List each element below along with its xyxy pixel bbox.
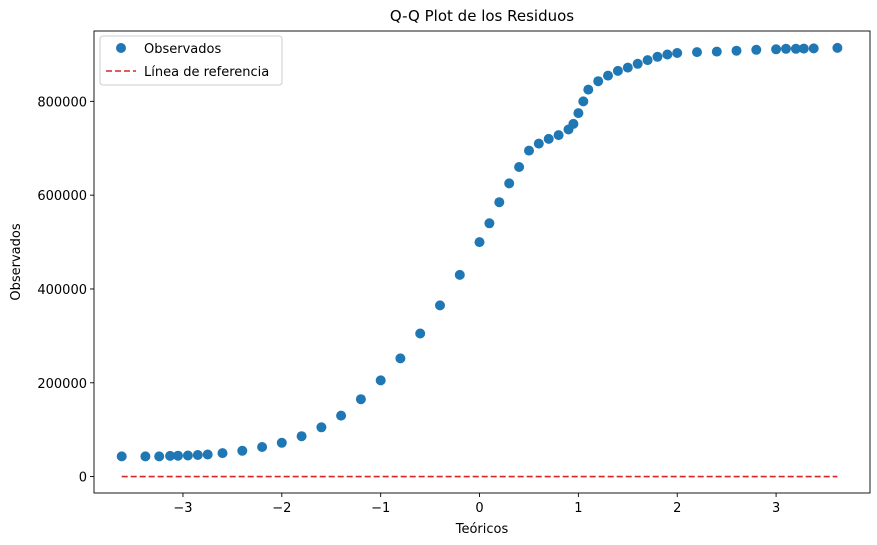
data-point <box>202 449 213 460</box>
y-tick-label: 600000 <box>37 189 87 204</box>
data-point <box>771 44 782 55</box>
data-point <box>790 43 801 54</box>
data-point <box>593 76 604 87</box>
plot-area <box>116 42 843 478</box>
data-point <box>711 46 722 57</box>
legend-label-observados: Observados <box>144 42 221 57</box>
data-point <box>583 84 594 95</box>
legend-label-referencia: Línea de referencia <box>144 65 269 80</box>
axes-frame <box>93 30 871 494</box>
data-point <box>622 62 633 73</box>
data-point <box>140 451 151 462</box>
data-point <box>415 328 426 339</box>
data-point <box>832 42 843 53</box>
data-point <box>504 178 515 189</box>
x-axis: −3 −2 −1 0 1 2 3 <box>173 493 780 516</box>
legend-box <box>99 35 283 86</box>
data-point <box>578 96 589 107</box>
data-point <box>652 51 663 62</box>
data-point <box>116 451 127 462</box>
y-tick-label: 200000 <box>37 377 87 392</box>
data-point <box>662 49 673 60</box>
x-tick-label: 1 <box>574 501 582 516</box>
data-point <box>165 450 176 461</box>
y-tick-label: 800000 <box>37 95 87 110</box>
data-point <box>454 269 465 280</box>
data-point <box>173 450 183 461</box>
x-axis-label: Teóricos <box>455 522 509 537</box>
x-tick-label: −3 <box>173 501 192 516</box>
data-point <box>751 44 762 55</box>
data-point <box>375 375 386 386</box>
data-point <box>524 145 534 156</box>
data-point <box>395 353 406 364</box>
data-point <box>336 410 347 421</box>
x-tick-label: −1 <box>371 501 390 516</box>
y-tick-label: 0 <box>79 471 87 486</box>
data-point <box>808 43 819 54</box>
data-point <box>612 65 623 76</box>
x-tick-label: 0 <box>475 501 483 516</box>
data-point <box>182 450 193 461</box>
data-point <box>217 448 228 459</box>
data-point <box>568 118 579 129</box>
data-point <box>731 45 742 56</box>
x-tick-label: 3 <box>772 501 780 516</box>
x-tick-label: −2 <box>272 501 291 516</box>
data-point <box>494 197 505 208</box>
data-point <box>257 442 268 452</box>
data-point <box>514 162 525 172</box>
data-point <box>276 437 287 448</box>
data-point <box>543 133 554 144</box>
data-point <box>474 237 485 248</box>
y-tick-label: 400000 <box>37 283 87 298</box>
data-point <box>435 300 445 311</box>
data-point <box>316 422 327 433</box>
data-point <box>154 451 165 462</box>
data-point <box>642 55 653 66</box>
data-point <box>573 108 584 119</box>
data-point <box>553 130 564 141</box>
data-point <box>533 138 544 149</box>
data-point <box>296 431 307 442</box>
y-axis-label: Observados <box>9 223 24 300</box>
data-point <box>692 47 702 58</box>
data-point <box>781 43 791 54</box>
data-point <box>672 48 683 58</box>
data-point <box>484 218 495 229</box>
legend-marker-observados <box>116 43 126 53</box>
x-tick-label: 2 <box>673 501 681 516</box>
data-point <box>192 450 203 460</box>
data-point <box>632 58 643 69</box>
chart-title: Q-Q Plot de los Residuos <box>390 7 574 25</box>
legend: Observados Línea de referencia <box>99 35 283 86</box>
data-point <box>355 394 366 405</box>
y-axis: 0 200000 400000 600000 800000 <box>37 95 94 486</box>
data-point <box>603 70 613 81</box>
data-point <box>237 445 248 456</box>
data-point <box>798 43 809 54</box>
